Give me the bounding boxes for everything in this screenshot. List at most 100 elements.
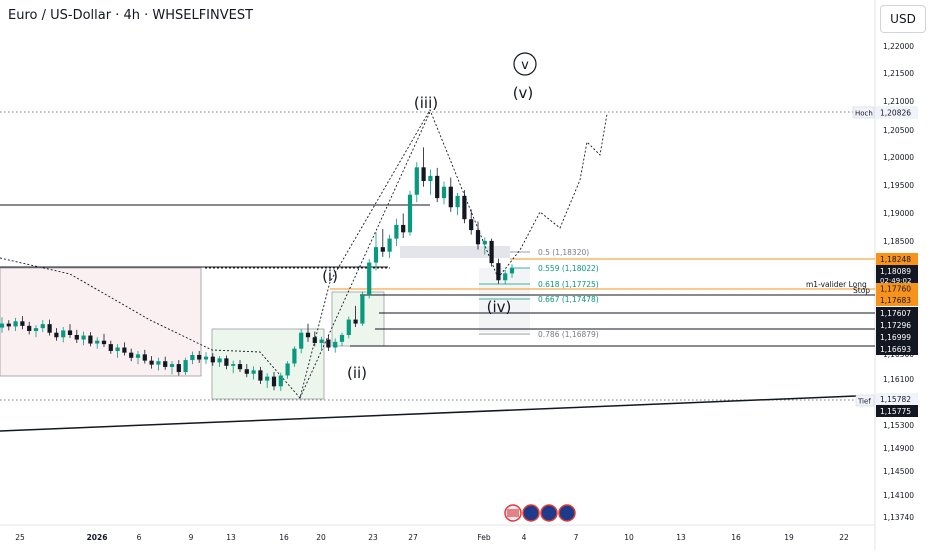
candle-bearish[interactable]	[435, 175, 440, 199]
candle-bullish[interactable]	[278, 375, 283, 387]
candle-bearish[interactable]	[380, 247, 385, 252]
candle-bullish[interactable]	[33, 328, 39, 331]
wave-circle-v	[513, 52, 537, 76]
candle-bullish[interactable]	[360, 295, 365, 324]
candle-bullish[interactable]	[394, 224, 399, 239]
candle-bearish[interactable]	[462, 195, 467, 220]
green-zone-left[interactable]	[211, 328, 325, 400]
candle-bullish[interactable]	[61, 330, 66, 338]
candle-bullish[interactable]	[135, 354, 141, 358]
price-tag: 1,17296	[880, 321, 911, 330]
candle-bearish[interactable]	[271, 376, 277, 387]
candle-bullish[interactable]	[183, 360, 188, 373]
candle-bearish[interactable]	[326, 339, 331, 348]
candle-bearish[interactable]	[88, 335, 93, 344]
eu-flag-icon[interactable]	[558, 504, 576, 522]
candle-bullish[interactable]	[455, 195, 460, 208]
event-icons[interactable]	[504, 504, 576, 522]
candle-bearish[interactable]	[496, 263, 501, 281]
candle-bearish[interactable]	[258, 370, 263, 381]
candle-bullish[interactable]	[13, 321, 18, 327]
candle-bullish[interactable]	[299, 332, 304, 349]
candle-bearish[interactable]	[312, 337, 317, 343]
candle-bearish[interactable]	[67, 330, 73, 335]
candle-bullish[interactable]	[169, 364, 175, 367]
candle-bullish[interactable]	[251, 370, 256, 374]
time-axis[interactable]: 25 2026 6 9 13 16 20 23 27 Feb 4 7 10 13…	[15, 533, 849, 542]
candle-bullish[interactable]	[156, 361, 161, 365]
candle-bullish[interactable]	[319, 339, 324, 343]
candle-bullish[interactable]	[346, 319, 351, 335]
candle-bearish[interactable]	[122, 347, 127, 353]
candle-bullish[interactable]	[217, 358, 222, 363]
candle-bearish[interactable]	[197, 354, 202, 360]
candle-bullish[interactable]	[509, 268, 515, 274]
eu-flag-icon[interactable]	[540, 504, 558, 522]
candle-bullish[interactable]	[40, 324, 45, 329]
eu-flag-icon[interactable]	[522, 504, 540, 522]
candle-bullish[interactable]	[292, 348, 297, 364]
candle-bearish[interactable]	[305, 332, 311, 338]
candle-bearish[interactable]	[47, 324, 52, 333]
candle-bearish[interactable]	[475, 230, 481, 245]
candle-bullish[interactable]	[0, 323, 5, 328]
wave-path-1[interactable]	[0, 108, 499, 399]
candle-bullish[interactable]	[414, 167, 419, 195]
candle-bearish[interactable]	[6, 323, 11, 327]
candle-bearish[interactable]	[210, 356, 215, 363]
currency-button[interactable]: USD	[880, 5, 926, 33]
candle-bullish[interactable]	[231, 364, 236, 366]
candle-bullish[interactable]	[482, 240, 487, 245]
candle-bearish[interactable]	[142, 354, 147, 361]
candle-bullish[interactable]	[503, 273, 508, 281]
candle-bullish[interactable]	[387, 238, 392, 252]
candle-bullish[interactable]	[203, 356, 209, 360]
candle-bearish[interactable]	[244, 369, 249, 374]
candle-bullish[interactable]	[441, 186, 447, 199]
time-tick: 7	[574, 533, 579, 542]
price-tick: 1,14500	[883, 467, 914, 476]
candle-bullish[interactable]	[81, 335, 86, 340]
symbol-title[interactable]: Euro / US-Dollar · 4h · WHSELFINVEST	[8, 8, 254, 23]
candle-bearish[interactable]	[54, 332, 59, 338]
candle-bullish[interactable]	[265, 376, 270, 381]
candle-bearish[interactable]	[108, 344, 113, 351]
candle-bearish[interactable]	[237, 364, 243, 370]
pink-zone[interactable]	[0, 268, 201, 376]
candle-bullish[interactable]	[95, 340, 100, 344]
green-zone-right[interactable]	[331, 291, 385, 347]
candle-bearish[interactable]	[401, 224, 406, 233]
price-axis[interactable]: 1,22000 1,21500 1,21000 1,20500 1,20000 …	[883, 42, 914, 522]
trendline-bottom[interactable]	[0, 395, 857, 432]
candle-bullish[interactable]	[407, 194, 413, 233]
candle-bearish[interactable]	[20, 321, 25, 326]
grey-zone-top[interactable]	[400, 246, 510, 258]
candle-bullish[interactable]	[428, 175, 433, 182]
candle-bearish[interactable]	[421, 167, 426, 182]
candle-bearish[interactable]	[469, 219, 474, 231]
candle-bearish[interactable]	[149, 360, 154, 365]
candle-bearish[interactable]	[129, 352, 134, 358]
price-labels[interactable]: Hoch 1,20826 1,18248 1,18089 02:49:02 1,…	[852, 106, 918, 417]
candle-bullish[interactable]	[285, 363, 290, 376]
candle-bullish[interactable]	[339, 334, 345, 342]
candle-bearish[interactable]	[353, 319, 358, 324]
candle-bullish[interactable]	[115, 347, 120, 351]
candle-bearish[interactable]	[101, 340, 107, 345]
candle-bullish[interactable]	[190, 354, 195, 361]
candle-bullish[interactable]	[333, 341, 338, 348]
candle-bullish[interactable]	[367, 262, 372, 296]
candle-bearish[interactable]	[176, 364, 181, 373]
candle-bearish[interactable]	[27, 325, 32, 331]
candle-bearish[interactable]	[224, 358, 229, 366]
time-tick: 20	[316, 533, 326, 542]
candle-bearish[interactable]	[74, 334, 79, 340]
price-tag-bg	[876, 343, 918, 355]
candle-bearish[interactable]	[448, 186, 453, 208]
candle-bearish[interactable]	[489, 240, 494, 264]
candle-bullish[interactable]	[373, 247, 379, 263]
fib-retracement[interactable]	[479, 251, 530, 335]
candle-bearish[interactable]	[163, 361, 168, 367]
